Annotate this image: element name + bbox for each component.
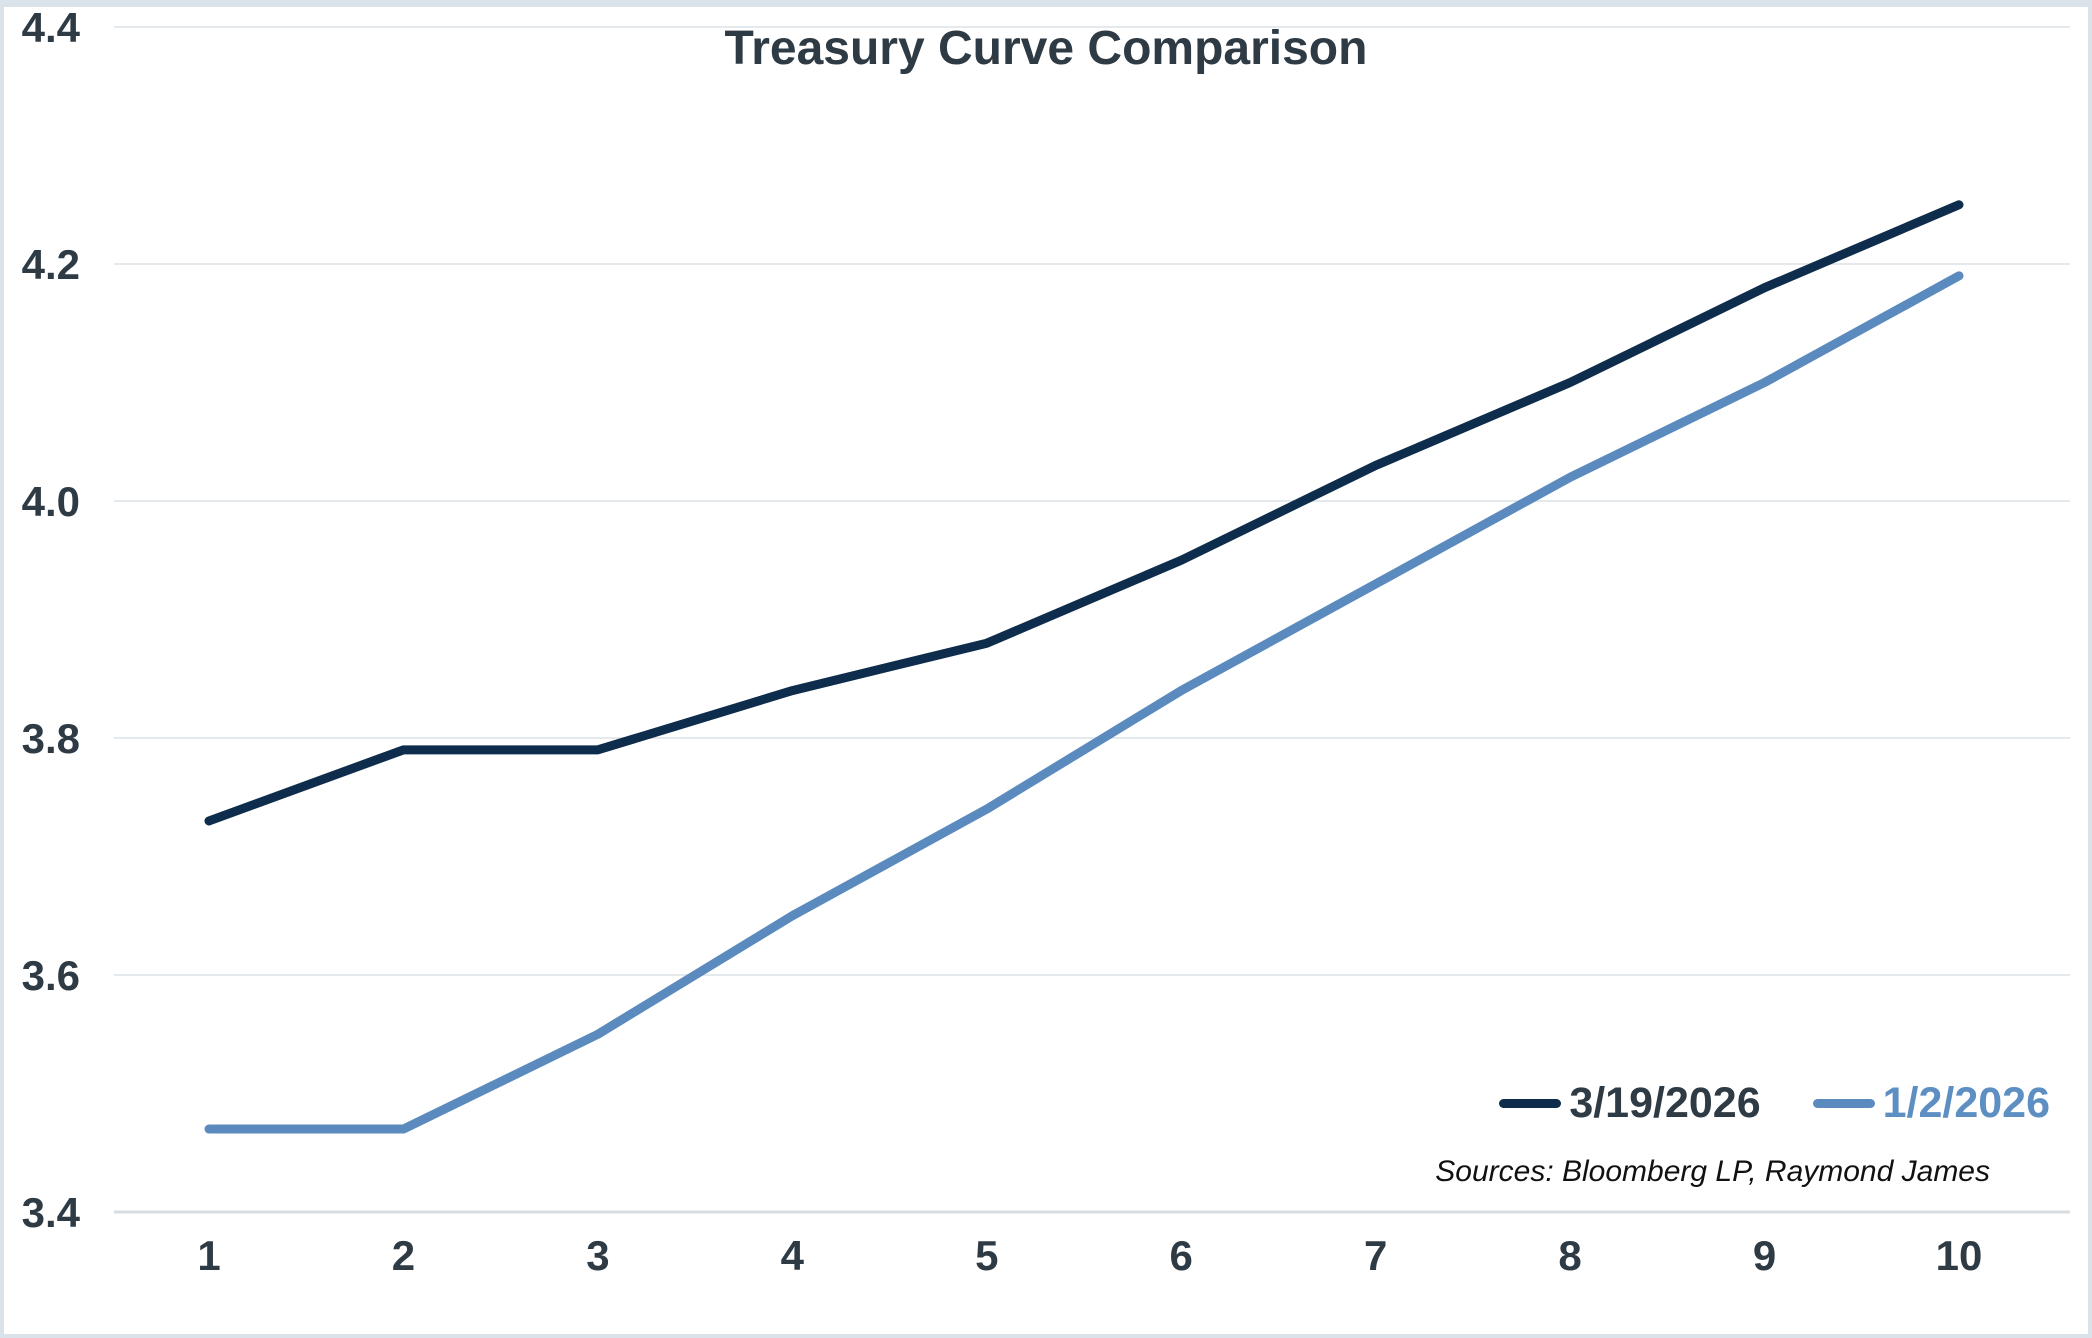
- x-tick-label: 3: [586, 1232, 609, 1279]
- legend-label-series-0: 3/19/2026: [1569, 1079, 1761, 1127]
- legend-swatch-dark-line: [1499, 1099, 1562, 1108]
- legend-swatch-light-line: [1812, 1099, 1875, 1108]
- x-tick-label: 10: [1936, 1232, 1983, 1279]
- legend-item-series-1: 1/2/2026: [1812, 1079, 2050, 1128]
- y-tick-label: 4.4: [22, 7, 81, 51]
- x-tick-label: 8: [1558, 1232, 1581, 1279]
- chart-title: Treasury Curve Comparison: [724, 22, 1368, 75]
- x-tick-label: 7: [1364, 1232, 1387, 1279]
- y-tick-label: 4.0: [22, 478, 80, 525]
- series-line-0: [204, 200, 1964, 826]
- y-tick-label: 4.2: [22, 241, 80, 288]
- line-chart-plot-area: 3.4 3.6 3.8 4.0 4.2 4.4 1 2 3 4 5 6 7 8 9 10: [22, 7, 2070, 1279]
- x-tick-label: 6: [1170, 1232, 1193, 1279]
- series-line-1: [204, 271, 1964, 1134]
- x-tick-label: 5: [975, 1232, 998, 1279]
- x-tick-label: 1: [197, 1232, 220, 1279]
- x-tick-label: 4: [781, 1232, 805, 1279]
- sources-note: Sources: Bloomberg LP, Raymond James: [1435, 1155, 1990, 1188]
- y-tick-label: 3.8: [22, 715, 80, 762]
- chart-legend: 3/19/2026 1/2/2026: [1499, 1079, 2050, 1128]
- legend-item-series-0: 3/19/2026: [1499, 1079, 1761, 1128]
- x-tick-label: 9: [1753, 1232, 1776, 1279]
- y-tick-label: 3.4: [22, 1189, 81, 1236]
- y-tick-label: 3.6: [22, 952, 80, 999]
- x-tick-label: 2: [392, 1232, 415, 1279]
- legend-label-series-1: 1/2/2026: [1882, 1079, 2050, 1127]
